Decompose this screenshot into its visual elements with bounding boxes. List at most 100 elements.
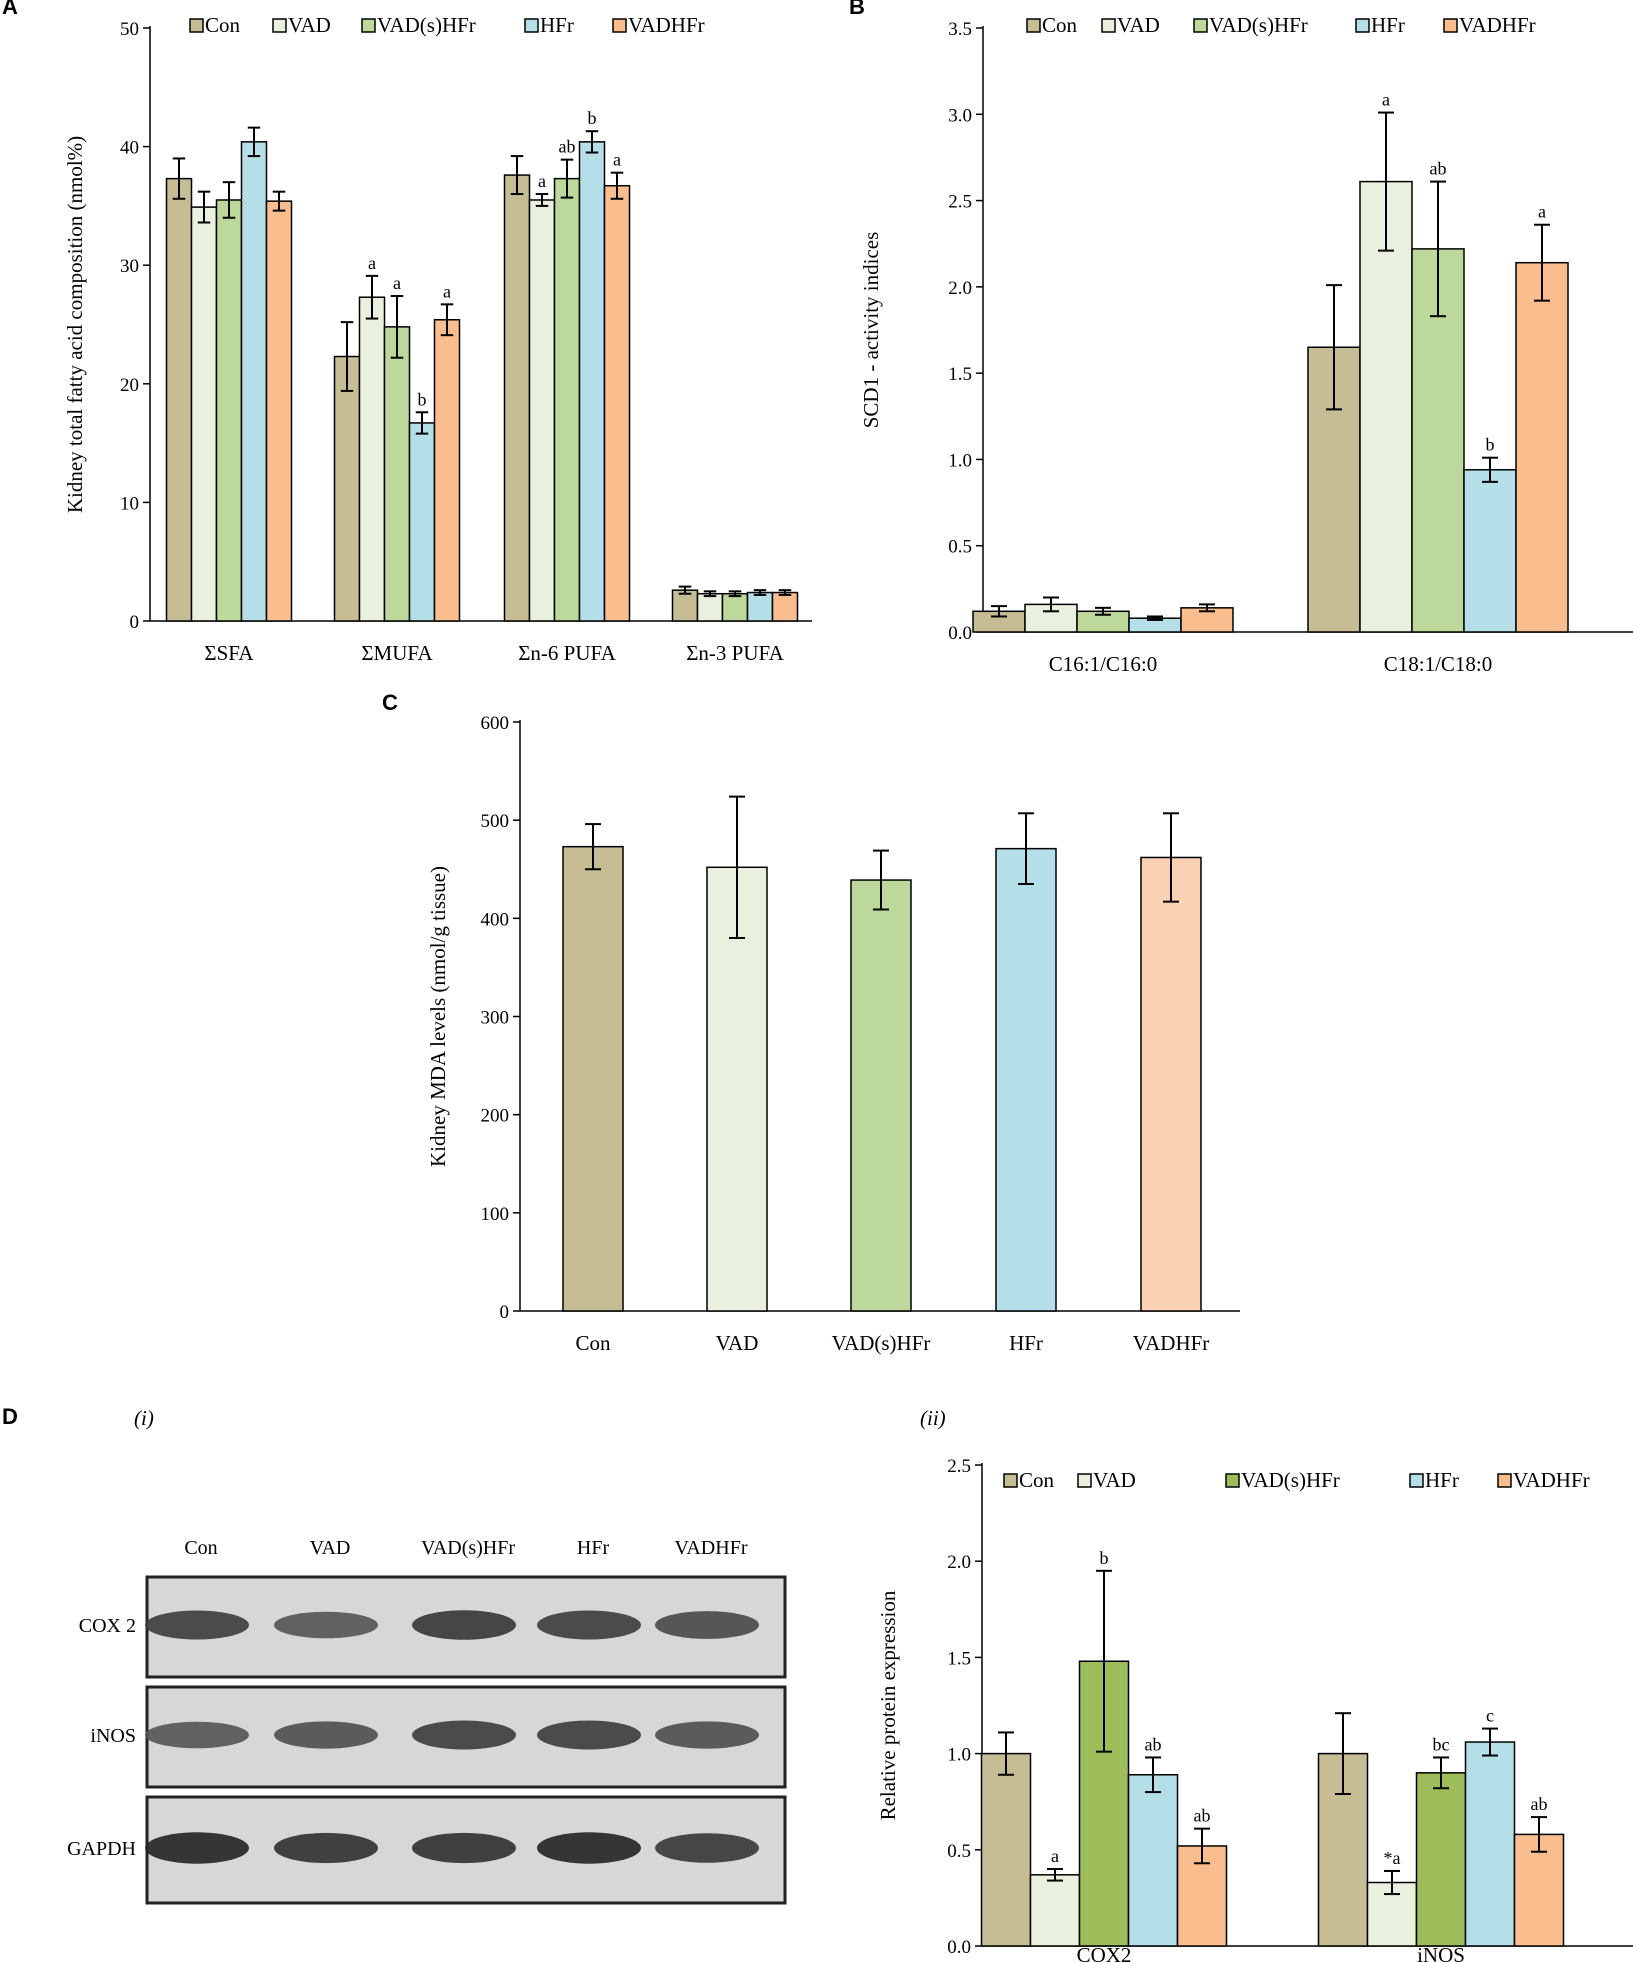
blot-row-label: COX 2 (79, 1615, 136, 1637)
legend-swatch (272, 18, 287, 33)
chart-a: 0 10 20 30 40 50 Kidney total fatty acid compo… (63, 13, 812, 665)
y-tick-label: 500 (481, 811, 510, 832)
significance-label: ab (1145, 1734, 1162, 1754)
legend-swatch (1355, 18, 1370, 33)
x-category-label: ΣSFA (204, 641, 254, 665)
bar (553, 177, 581, 622)
bar (980, 1752, 1032, 1947)
y-tick-label: 1.0 (948, 450, 972, 471)
chart-d: 0.0 0.5 1.0 1.5 2.0 2.5 Relative protein expre… (876, 1456, 1633, 1962)
significance-label: c (1486, 1706, 1494, 1726)
bar (215, 199, 243, 622)
significance-label: b (1100, 1548, 1109, 1568)
significance-label: *a (1384, 1848, 1401, 1868)
bar (1127, 1774, 1179, 1947)
x-category-label: VAD(s)HFr (832, 1331, 931, 1355)
x-category-label: COX2 (1077, 1943, 1132, 1962)
blot-lane-label: HFr (577, 1537, 610, 1559)
y-tick-label: 50 (120, 19, 139, 40)
x-category-label: VAD (716, 1331, 759, 1355)
legend-swatch (524, 18, 539, 33)
bar (1513, 1833, 1565, 1947)
legend-swatch (361, 18, 376, 33)
significance-label: a (538, 171, 546, 191)
chart-b: 0.0 0.5 1.0 1.5 2.0 2.5 3.0 3.5 SCD1 - activity … (859, 13, 1633, 676)
y-tick-label: 200 (481, 1106, 510, 1127)
significance-label: ab (1531, 1794, 1548, 1814)
x-category-label: C16:1/C16:0 (1049, 652, 1158, 676)
blot-band (145, 1610, 249, 1640)
blot-band (655, 1721, 759, 1749)
bar (1140, 856, 1202, 1312)
legend-swatch (1443, 18, 1458, 33)
bar (850, 879, 912, 1312)
significance-label: a (1382, 90, 1390, 110)
legend-entry: HFr (1371, 13, 1405, 37)
significance-label: ab (1430, 159, 1447, 179)
bar (240, 141, 268, 622)
blot-lane-label: Con (184, 1537, 217, 1559)
legend-swatch (189, 18, 204, 33)
blot-band (537, 1720, 641, 1750)
significance-label: b (588, 108, 597, 128)
y-tick-label: 300 (481, 1008, 510, 1029)
x-category-label: Σn-3 PUFA (686, 641, 784, 665)
blot-lane-label: VAD(s)HFr (421, 1537, 515, 1559)
bar (771, 591, 799, 622)
y-tick-label: 2.5 (947, 1456, 971, 1477)
panel-label-a: A (2, 0, 18, 19)
bar (671, 589, 699, 622)
chart-c: 0 100 200 300 400 500 600 Kidney MDA levels (nm… (426, 713, 1240, 1355)
legend-swatch (1193, 18, 1208, 33)
y-tick-label: 0.0 (947, 1937, 971, 1958)
bar (1415, 1772, 1467, 1947)
legend-swatch (1026, 18, 1041, 33)
significance-label: a (613, 150, 621, 170)
blot-band (655, 1611, 759, 1639)
y-tick-label: 1.5 (947, 1648, 971, 1669)
legend-swatch (612, 18, 627, 33)
significance-label: b (418, 389, 427, 409)
bar (1515, 261, 1569, 633)
significance-label: a (1051, 1846, 1059, 1866)
significance-label: ab (559, 137, 576, 157)
bar (1359, 180, 1413, 633)
bar (333, 355, 361, 622)
bar (696, 592, 724, 622)
y-tick-label: 30 (120, 256, 139, 277)
legend-entry: Con (1042, 13, 1078, 37)
bar (1463, 469, 1517, 633)
bar (408, 422, 436, 622)
bar (995, 847, 1057, 1312)
blot-row-label: GAPDH (67, 1838, 136, 1860)
y-tick-label: 2.5 (948, 192, 972, 213)
y-tick-label: 40 (120, 138, 139, 159)
y-tick-label: 10 (120, 493, 139, 514)
panel-label-b: B (849, 0, 865, 19)
bar (1464, 1741, 1516, 1947)
x-category-label: HFr (1009, 1331, 1043, 1355)
bar (265, 200, 293, 622)
x-category-label: Con (575, 1331, 611, 1355)
legend-swatch (1101, 18, 1116, 33)
y-tick-label: 3.5 (948, 19, 972, 40)
y-tick-label: 2.0 (947, 1552, 971, 1573)
bar (746, 591, 774, 622)
y-tick-label: 0.5 (947, 1841, 971, 1862)
legend-entry: VADHFr (1513, 1468, 1590, 1492)
y-tick-label: 0.5 (948, 537, 972, 558)
blot-band (145, 1721, 249, 1749)
significance-label: ab (1194, 1806, 1211, 1826)
y-tick-label: 0 (500, 1302, 510, 1323)
blot-band (145, 1832, 249, 1864)
bar (562, 845, 624, 1312)
bar (433, 319, 461, 622)
legend-entry: VAD(s)HFr (377, 13, 476, 37)
legend-swatch (1225, 1473, 1240, 1488)
y-axis-title: SCD1 - activity indices (859, 232, 883, 429)
western-blot: Con VAD VAD(s)HFr HFr VADHFr COX 2 iNOS GAPDH (67, 1537, 787, 1905)
x-category-label: ΣMUFA (361, 641, 433, 665)
legend-entry: Con (205, 13, 241, 37)
significance-label: a (1538, 202, 1546, 222)
